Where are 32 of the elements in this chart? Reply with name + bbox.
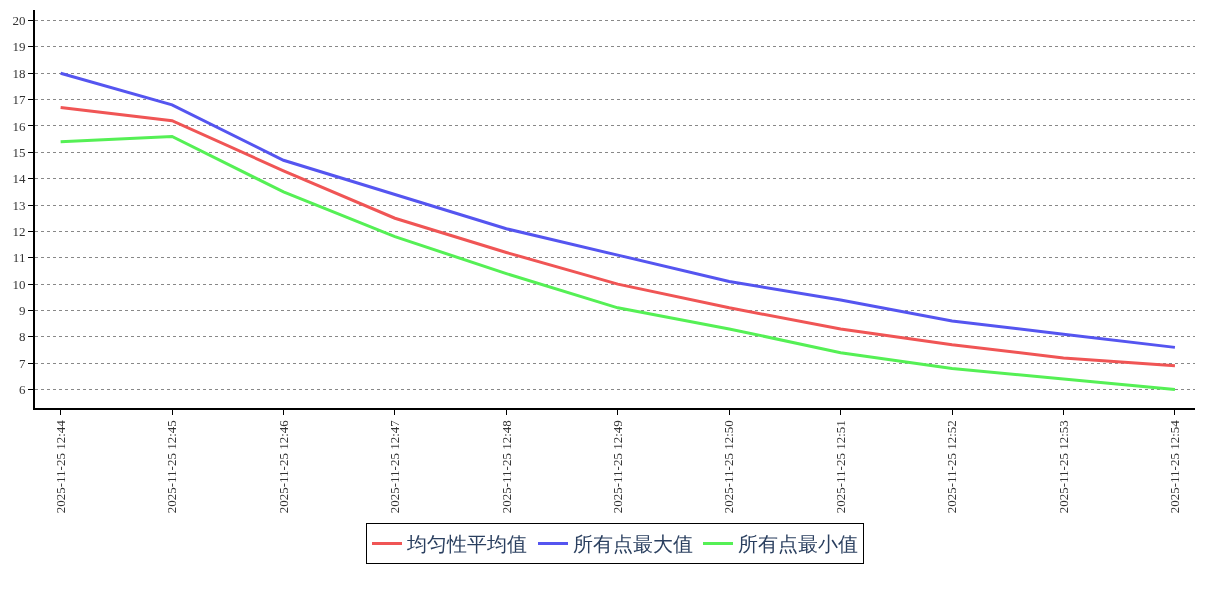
x-tick-label: 2025-11-25 12:49 <box>610 420 626 514</box>
y-tick-label: 14 <box>12 171 26 187</box>
line-series <box>59 106 1177 368</box>
line-series <box>59 71 1177 349</box>
y-tick-label: 13 <box>12 197 26 213</box>
y-tick-label: 12 <box>12 223 26 239</box>
x-tick-label: 2025-11-25 12:53 <box>1055 420 1071 514</box>
x-tick-label: 2025-11-25 12:51 <box>832 420 848 514</box>
x-tick-label: 2025-11-25 12:48 <box>498 420 514 514</box>
y-tick-label: 10 <box>12 276 26 292</box>
y-tick-label: 18 <box>12 65 26 81</box>
y-tick-label: 9 <box>18 303 26 319</box>
legend-label: 所有点最大值 <box>573 533 693 556</box>
x-tick-label: 2025-11-25 12:45 <box>164 420 180 514</box>
legend-label: 均匀性平均值 <box>406 533 527 556</box>
y-tick-label: 19 <box>12 39 26 55</box>
y-tick-label: 17 <box>12 92 26 108</box>
x-tick-label: 2025-11-25 12:52 <box>944 420 960 514</box>
x-tick-label: 2025-11-25 12:50 <box>721 420 737 514</box>
x-tick-label: 2025-11-25 12:46 <box>275 419 291 514</box>
y-tick-label: 15 <box>12 144 26 160</box>
y-tick-label: 11 <box>12 250 26 266</box>
y-tick-label: 20 <box>12 13 26 29</box>
line-series <box>59 135 1177 392</box>
x-tick-label: 2025-11-25 12:54 <box>1167 419 1183 514</box>
y-tick-label: 16 <box>12 118 26 134</box>
x-tick-label: 2025-11-25 12:47 <box>387 419 403 514</box>
y-tick-label: 6 <box>18 382 26 398</box>
x-tick-label: 2025-11-25 12:44 <box>52 419 68 514</box>
y-tick-label: 7 <box>18 355 26 371</box>
legend-label: 所有点最小值 <box>738 533 858 556</box>
y-tick-label: 8 <box>18 329 26 345</box>
